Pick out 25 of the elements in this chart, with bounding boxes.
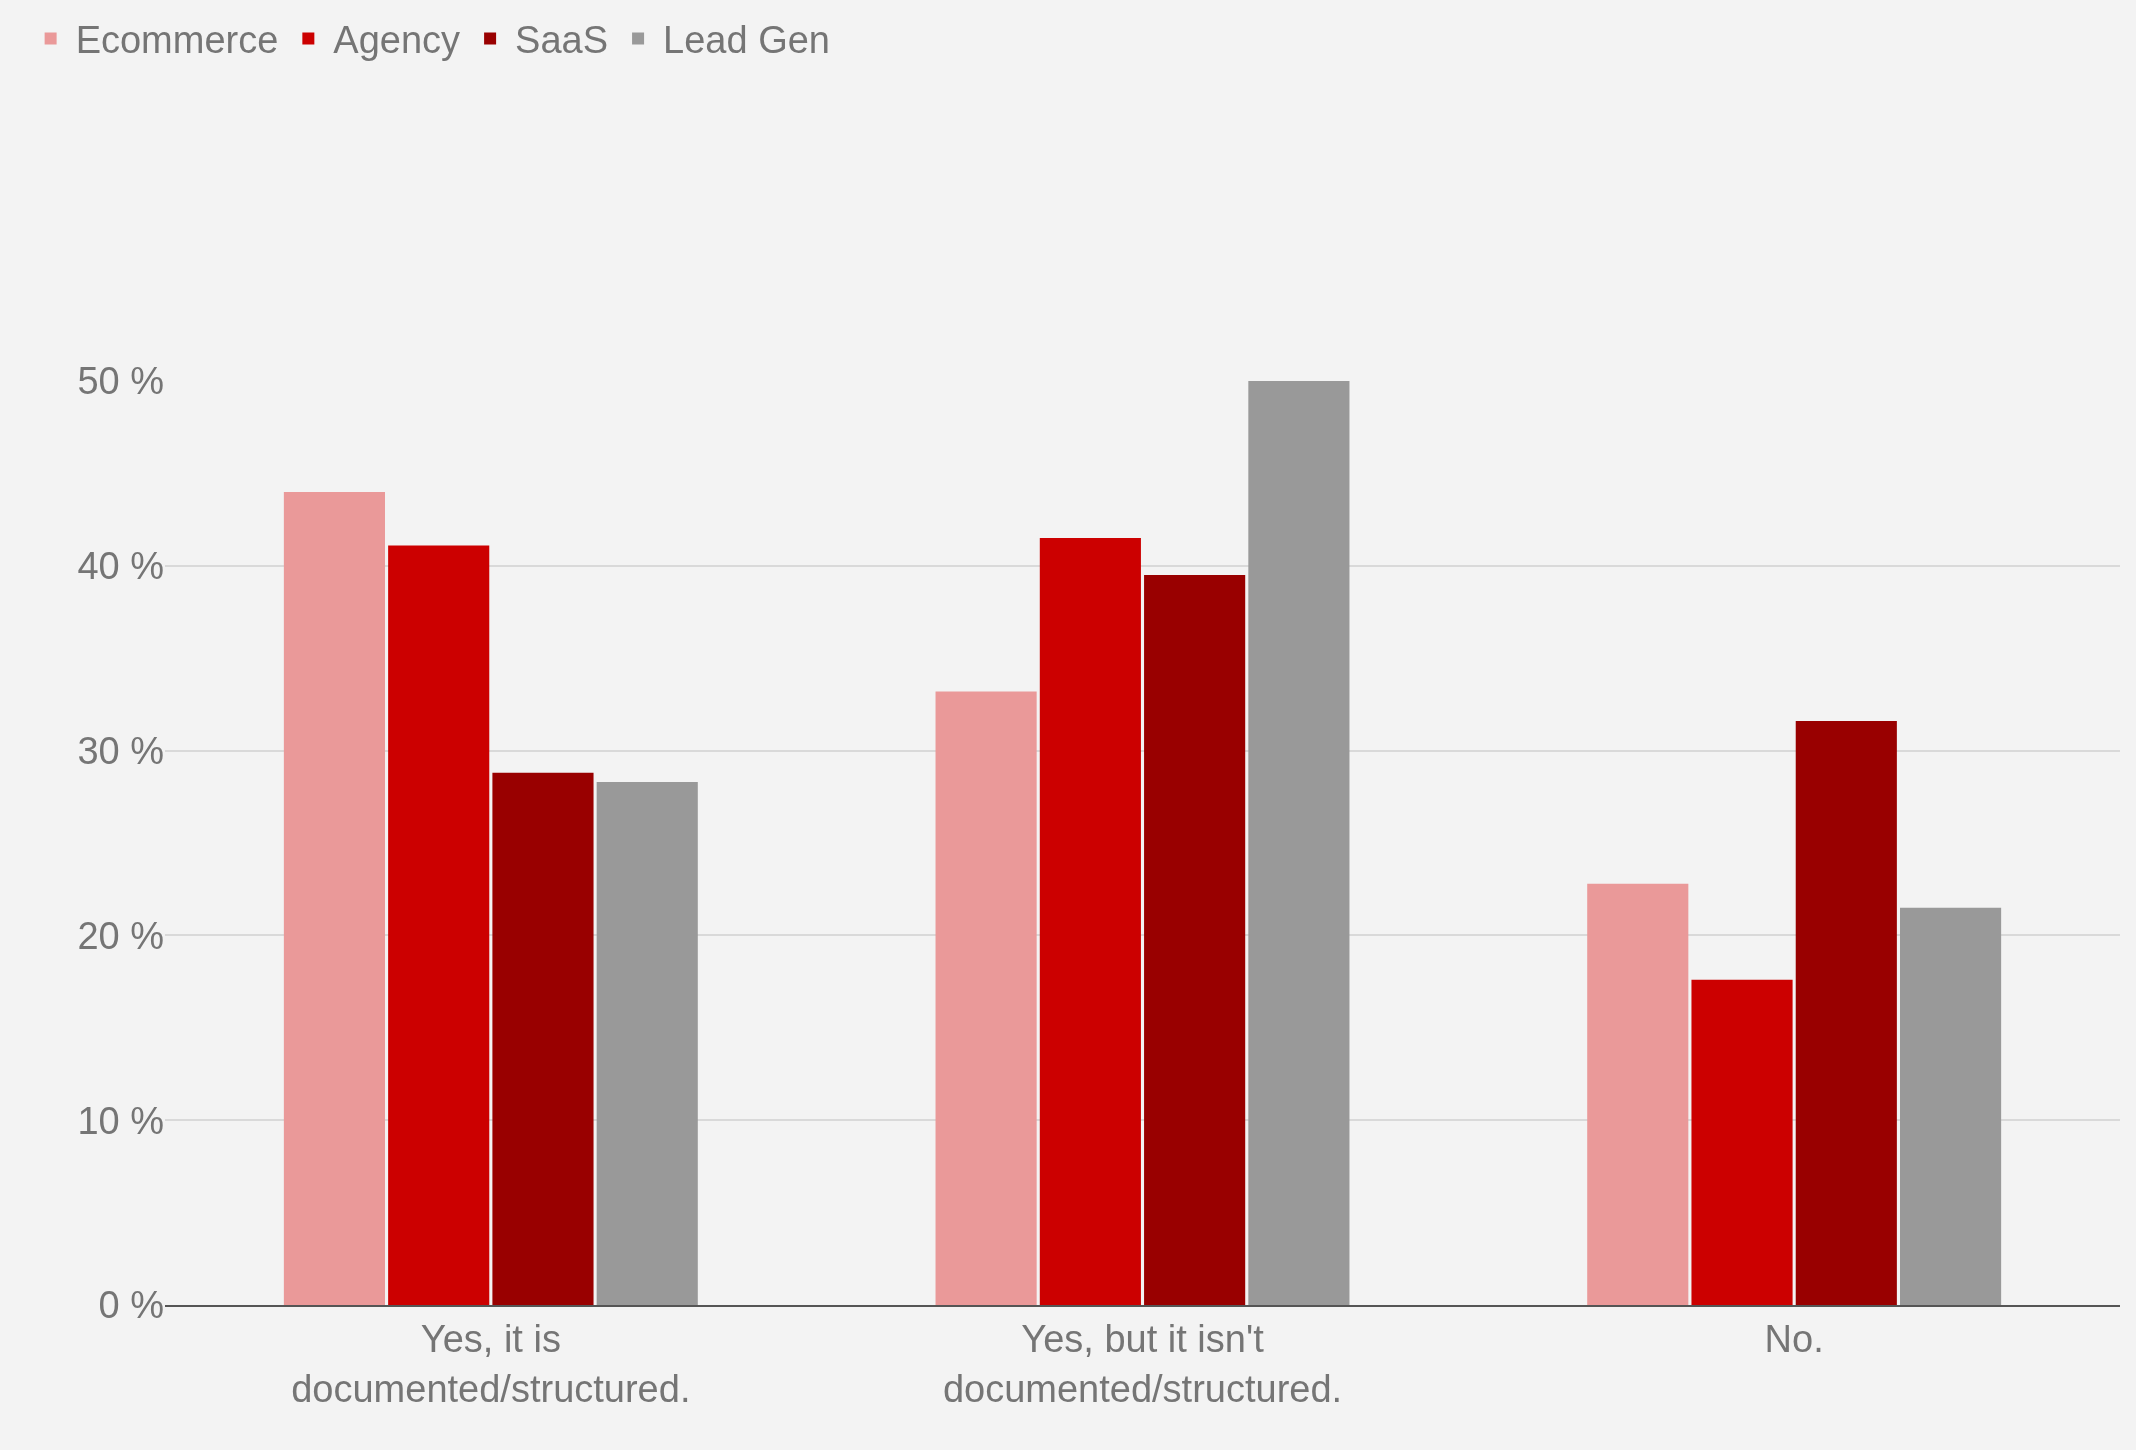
bar — [1039, 538, 1141, 1305]
bar — [1691, 979, 1793, 1305]
legend-label: Ecommerce — [75, 19, 279, 62]
bar — [1587, 883, 1689, 1305]
bar — [283, 491, 385, 1305]
bar — [492, 772, 594, 1305]
y-tick-label: 20 % — [77, 914, 164, 957]
legend-label: Agency — [333, 19, 461, 62]
bar — [388, 545, 490, 1305]
bar — [935, 691, 1037, 1305]
bar — [596, 782, 698, 1305]
bar — [1144, 575, 1246, 1305]
bar — [1900, 907, 2002, 1305]
legend-label: SaaS — [515, 19, 609, 62]
y-tick-label: 0 % — [98, 1284, 164, 1327]
x-tick-label: Yes, but it isn't documented/structured. — [942, 1318, 1343, 1410]
y-tick-label: 40 % — [77, 545, 164, 588]
bar — [1248, 381, 1350, 1305]
legend-label: Lead Gen — [663, 19, 830, 62]
x-tick-label: Yes, it is documented/structured. — [291, 1318, 691, 1410]
y-tick-label: 10 % — [77, 1099, 164, 1142]
bar — [1795, 721, 1897, 1305]
y-tick-label: 50 % — [77, 360, 164, 403]
y-tick-label: 30 % — [77, 729, 164, 772]
x-tick-label: No. — [1764, 1318, 1824, 1361]
